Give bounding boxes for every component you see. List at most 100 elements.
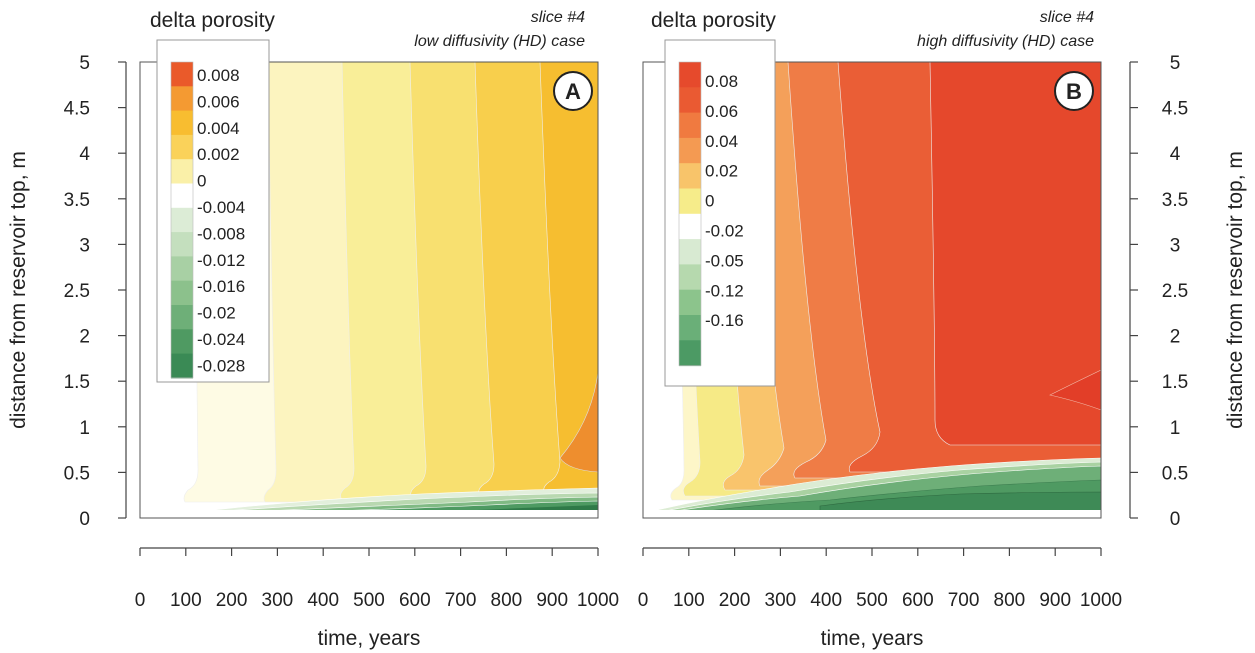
panel-b-x-tick-label: 600 — [902, 590, 934, 611]
panel-a-bottom-gap — [140, 510, 598, 518]
panel-b-y-tick-label: 0 — [1170, 509, 1181, 530]
panel-b-x-tick-label: 800 — [994, 590, 1026, 611]
panel-b-legend-label: 0 — [705, 192, 714, 211]
panel-b-y-tick-label: 3.5 — [1162, 190, 1188, 211]
panel-a-y-tick-label: 1 — [79, 418, 90, 439]
panel-a-y-tick-label: 4 — [79, 144, 90, 165]
panel-a-legend-label: -0.02 — [197, 304, 236, 323]
panel-b-label-badge: B — [1054, 71, 1094, 111]
panel-a-legend-swatch — [171, 232, 193, 257]
panel-b-legend-swatch — [679, 188, 701, 215]
panel-b-x-tick-label: 300 — [765, 590, 797, 611]
panel-b-legend-label: 0.02 — [705, 162, 738, 181]
panel-b-legend-swatch — [679, 315, 701, 341]
panel-b-x-tick-label: 100 — [673, 590, 705, 611]
panel-a-x-tick-label: 700 — [445, 590, 477, 611]
panel-b-legend-swatch — [679, 87, 701, 114]
panel-b-label-circle — [1054, 71, 1094, 111]
panel-b: distance from reservoir top, m time, yea… — [642, 9, 1247, 650]
panel-b-label-text: B — [1066, 79, 1082, 104]
panel-b-x-axis-label: time, years — [821, 627, 924, 650]
panel-a-x-tick-label: 300 — [262, 590, 294, 611]
panel-b-y-tick-label: 2.5 — [1162, 281, 1188, 302]
panel-a-y-tick-label: 1.5 — [64, 372, 90, 393]
panel-b-legend-swatch — [679, 213, 701, 240]
panel-a-x-tick-label: 900 — [536, 590, 568, 611]
panel-a-legend-swatch — [171, 159, 193, 184]
panel-a-x-tick-label: 800 — [491, 590, 523, 611]
panel-a-legend-label: 0.002 — [197, 145, 240, 164]
panel-a-legend-label: 0.004 — [197, 119, 240, 138]
panel-b-subtitle-line2: high diffusivity (HD) case — [917, 33, 1094, 50]
panel-b-legend-swatch — [679, 62, 701, 88]
panel-a-contour-field — [140, 62, 598, 518]
panel-b-legend-label: 0.06 — [705, 102, 738, 121]
panel-a-x-tick-label: 600 — [399, 590, 431, 611]
panel-b-y-tick-label: 1.5 — [1162, 372, 1188, 393]
panel-a-legend-label: -0.008 — [197, 224, 245, 243]
panel-b-x-tick-label: 700 — [948, 590, 980, 611]
panel-a-x-tick-label: 100 — [170, 590, 202, 611]
axis-ticks: 00.511.522.533.544.550 100 200 300 400 500 600… — [64, 53, 1189, 611]
panel-a-legend-label: -0.012 — [197, 251, 245, 270]
panel-a-legend-swatch — [171, 256, 193, 282]
panel-a-legend-swatch — [171, 134, 193, 160]
panel-a-x-tick-label: 500 — [353, 590, 385, 611]
panel-b-legend-colorbar-outline — [678, 61, 702, 366]
panel-b-legend-label: -0.12 — [705, 281, 744, 300]
panel-a-legend-label: 0.006 — [197, 92, 240, 111]
panel-b-title: delta porosity — [651, 9, 776, 32]
panel-a-legend-colorbar-outline — [170, 61, 194, 379]
panel-b-y-tick-label: 0.5 — [1162, 463, 1188, 484]
panel-a-legend-swatch — [171, 305, 193, 330]
panel-a-legend-label: -0.004 — [197, 198, 245, 217]
panel-b-legend-swatch — [679, 163, 701, 189]
panel-a-x-tick-label: 400 — [307, 590, 339, 611]
panel-a-x-axis-label: time, years — [318, 627, 421, 650]
panel-b-y-tick-label: 2 — [1170, 327, 1181, 348]
panel-a-legend-swatch — [171, 329, 193, 355]
panel-a-subtitle-line2: low diffusivity (HD) case — [414, 33, 585, 50]
panel-a-legend-swatch — [171, 86, 193, 112]
panel-a-band-7 — [559, 371, 598, 473]
panel-a-y-tick-label: 2.5 — [64, 281, 90, 302]
panel-a-legend-label: 0.008 — [197, 66, 240, 85]
panel-a-y-tick-label: 3.5 — [64, 190, 90, 211]
panel-b-x-tick-label: 1000 — [1080, 590, 1122, 611]
panel-b-legend-swatch — [679, 340, 701, 367]
panel-b-y-axis-label: distance from reservoir top, m — [1224, 151, 1247, 429]
panel-a-legend-swatch — [171, 353, 193, 379]
panel-b-y-tick-label: 4.5 — [1162, 99, 1188, 120]
panel-a-legend-swatch — [171, 62, 193, 87]
panel-b-legend-swatch — [679, 289, 701, 316]
panel-b-subtitle-line1: slice #4 — [1040, 9, 1094, 26]
panel-b-y-tick-label: 5 — [1170, 53, 1181, 74]
panel-b-band-7 — [929, 62, 1101, 446]
panel-a-x-tick-label: 200 — [216, 590, 248, 611]
panel-b-legend-label: -0.16 — [705, 311, 744, 330]
panel-a-x-tick-label: 0 — [135, 590, 146, 611]
panel-a-y-axis-label: distance from reservoir top, m — [7, 151, 30, 429]
panel-b-legend-label: -0.05 — [705, 251, 744, 270]
panel-b-x-tick-label: 200 — [719, 590, 751, 611]
panel-b-legend-swatch — [679, 264, 701, 291]
panel-a-y-tick-label: 0 — [79, 509, 90, 530]
panel-b-y-tick-label: 3 — [1170, 235, 1181, 256]
panel-a-legend-swatch — [171, 207, 193, 233]
panel-a-legend-swatch — [171, 183, 193, 209]
panel-a-legend-swatch — [171, 280, 193, 306]
panel-a-x-tick-label: 1000 — [577, 590, 619, 611]
panel-a-y-tick-label: 0.5 — [64, 463, 90, 484]
panel-b-band-8 — [1049, 369, 1101, 411]
panel-a-band-6 — [539, 62, 598, 495]
panel-a-y-tick-label: 5 — [79, 53, 90, 74]
panel-a-label-text: A — [565, 79, 581, 104]
panel-a: distance from reservoir top, m time, yea… — [7, 9, 599, 650]
panel-b-negative-5 — [819, 491, 1101, 513]
panel-a-legend-label: -0.016 — [197, 277, 245, 296]
panel-a-legend-entries: 0.008 0.006 0.004 0.002 0 -0.004 -0.008 -0.012 -… — [170, 61, 245, 379]
panel-b-frame — [642, 61, 1102, 519]
panel-a-subtitle-line1: slice #4 — [531, 9, 585, 26]
panel-a-legend-label: 0 — [197, 172, 206, 191]
